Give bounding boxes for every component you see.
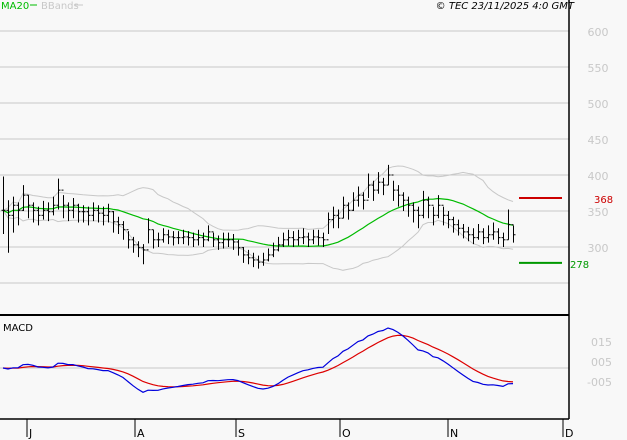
y-tick-label: 350 bbox=[588, 206, 609, 219]
ma20-path bbox=[2, 197, 514, 248]
x-tick-label: O bbox=[342, 427, 351, 440]
support-label: 278 bbox=[570, 260, 589, 271]
y-tick-label: 400 bbox=[588, 170, 609, 183]
x-tick-label: S bbox=[238, 427, 245, 440]
y-tick-label: 300 bbox=[588, 242, 609, 255]
y-tick-label: 550 bbox=[588, 62, 609, 75]
x-tick-label: A bbox=[137, 427, 145, 440]
copyright: © TEC 23/11/2025 4:0 GMT bbox=[436, 1, 575, 12]
macd-panel bbox=[0, 327, 569, 393]
macd-tick-label: 015 bbox=[591, 336, 612, 349]
x-tick-label: J bbox=[28, 427, 32, 440]
macd-line bbox=[2, 327, 514, 393]
y-tick-label: 500 bbox=[588, 98, 609, 111]
legend-ma20: MA20 bbox=[1, 1, 29, 12]
y-tick-label: 450 bbox=[588, 134, 609, 147]
price-bars bbox=[1, 164, 516, 269]
macd-tick-label: -005 bbox=[587, 376, 612, 389]
macd-title: MACD bbox=[3, 323, 33, 334]
bband-upper bbox=[2, 165, 514, 231]
x-tick-label: D bbox=[565, 427, 573, 440]
resistance-label: 368 bbox=[594, 195, 613, 206]
price-grid bbox=[0, 30, 569, 284]
macd-tick-label: 005 bbox=[591, 356, 612, 369]
y-tick-label: 600 bbox=[588, 26, 609, 39]
ma20-line bbox=[2, 197, 514, 248]
macd-signal-line bbox=[2, 334, 514, 388]
x-tick-label: N bbox=[450, 427, 458, 440]
legend-bbands: BBands bbox=[41, 1, 79, 12]
support-resistance-lines bbox=[519, 197, 562, 264]
axes: 600 550 500 450 400 350 300 015 005 -005 J A S O N D bbox=[0, 0, 612, 440]
bollinger-bands bbox=[2, 165, 514, 271]
